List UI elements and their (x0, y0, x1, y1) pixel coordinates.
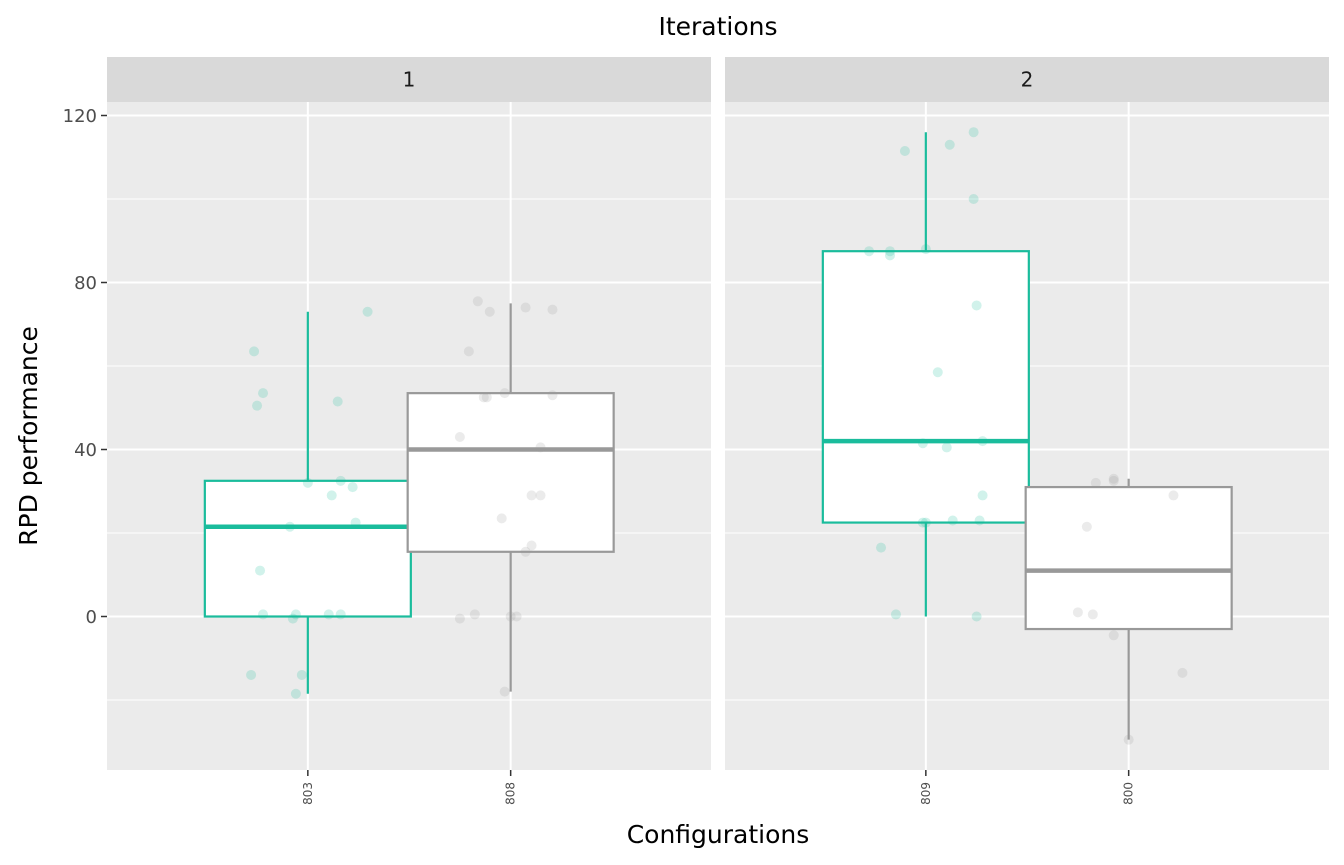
data-point (526, 540, 537, 551)
facet-strip-label: 1 (403, 68, 416, 92)
data-point (876, 542, 887, 553)
box-body (1024, 485, 1233, 631)
data-point (290, 688, 301, 699)
box-803 (203, 306, 412, 699)
y-tick-label: 120 (63, 106, 97, 127)
box-body (406, 392, 615, 553)
data-point (350, 517, 361, 528)
data-point (1108, 475, 1119, 486)
data-point (255, 565, 266, 576)
x-axis-title: Configurations (627, 820, 810, 849)
data-point (890, 609, 901, 620)
data-point (917, 517, 928, 528)
data-point (920, 244, 931, 255)
y-tick-label: 0 (86, 607, 97, 628)
data-point (1090, 477, 1101, 488)
facet-strip-label: 2 (1021, 68, 1034, 92)
data-point (302, 477, 313, 488)
data-point (974, 515, 985, 526)
plot-area: 1 803 808 2 809 800 0 40 80 120 (63, 57, 1329, 805)
data-point (1072, 607, 1083, 618)
data-point (520, 546, 531, 557)
data-point (535, 490, 546, 501)
data-point (335, 609, 346, 620)
data-point (971, 611, 982, 622)
y-tick-label: 80 (74, 273, 97, 294)
data-point (463, 346, 474, 357)
data-point (323, 609, 334, 620)
box-body (821, 250, 1030, 524)
data-point (917, 438, 928, 449)
data-point (249, 346, 260, 357)
data-point (920, 517, 931, 528)
data-point (947, 515, 958, 526)
x-tick-label: 803 (301, 782, 315, 805)
x-tick-label: 800 (1122, 782, 1136, 805)
data-point (1177, 667, 1188, 678)
data-point (258, 388, 269, 399)
data-point (884, 246, 895, 257)
data-point (520, 302, 531, 313)
data-point (535, 442, 546, 453)
data-point (284, 521, 295, 532)
x-tick-label: 808 (504, 782, 518, 805)
data-point (968, 127, 979, 138)
data-point (499, 686, 510, 697)
data-point (454, 613, 465, 624)
facet-strip (107, 57, 711, 102)
data-point (296, 669, 307, 680)
data-point (899, 145, 910, 156)
data-point (1108, 473, 1119, 484)
facet-strip (725, 57, 1329, 102)
data-point (496, 513, 507, 524)
data-point (971, 300, 982, 311)
facet-panel-2: 2 809 800 (725, 57, 1329, 805)
data-point (347, 482, 358, 493)
box-body (203, 479, 412, 618)
data-point (932, 367, 943, 378)
chart-title: Iterations (658, 12, 777, 41)
data-point (977, 490, 988, 501)
data-point (252, 400, 263, 411)
data-point (326, 490, 337, 501)
data-point (454, 431, 465, 442)
data-point (511, 611, 522, 622)
box-808 (406, 296, 615, 697)
data-point (944, 139, 955, 150)
data-point (481, 392, 492, 403)
data-point (287, 613, 298, 624)
data-point (332, 396, 343, 407)
data-point (1108, 630, 1119, 641)
data-point (258, 609, 269, 620)
y-tick-label: 40 (74, 440, 97, 461)
data-point (472, 296, 483, 307)
data-point (1168, 490, 1179, 501)
data-point (941, 442, 952, 453)
data-point (864, 246, 875, 257)
data-point (1081, 521, 1092, 532)
data-point (362, 306, 373, 317)
data-point (469, 609, 480, 620)
data-point (499, 388, 510, 399)
data-point (505, 611, 516, 622)
x-tick-label: 809 (919, 782, 933, 805)
data-point (884, 250, 895, 261)
data-point (484, 306, 495, 317)
y-axis-title: RPD performance (14, 326, 43, 546)
data-point (977, 436, 988, 447)
data-point (1123, 734, 1134, 745)
data-point (246, 669, 257, 680)
facet-panel-1: 1 803 808 (107, 57, 711, 805)
box-809 (821, 127, 1030, 622)
data-point (290, 609, 301, 620)
data-point (968, 194, 979, 204)
data-point (547, 390, 558, 401)
data-point (547, 304, 558, 315)
box-800 (1024, 473, 1233, 745)
data-point (526, 490, 537, 501)
data-point (478, 392, 489, 403)
data-point (1087, 609, 1098, 620)
data-point (335, 475, 346, 486)
